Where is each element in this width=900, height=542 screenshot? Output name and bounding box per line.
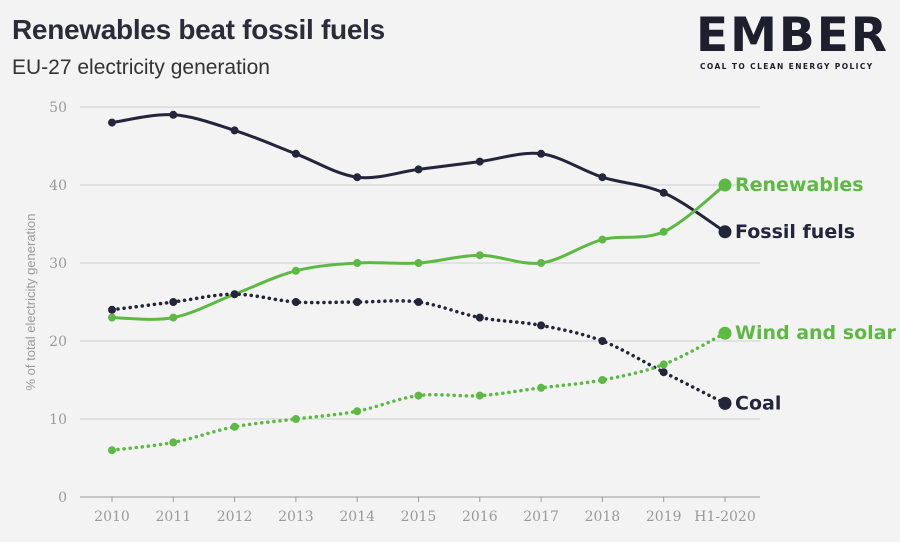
wind-and-solar-point bbox=[230, 422, 239, 431]
x-tick-label: 2014 bbox=[339, 509, 375, 525]
coal-label: Coal bbox=[735, 392, 781, 414]
gridlines bbox=[80, 106, 760, 420]
renewables-point bbox=[291, 266, 300, 275]
fossil-fuels-point bbox=[353, 173, 362, 182]
fossil-fuels-point bbox=[169, 110, 178, 119]
coal-line bbox=[110, 292, 727, 406]
renewables-point bbox=[537, 259, 546, 267]
fossil-fuels-point bbox=[291, 149, 300, 158]
x-tick-label: 2019 bbox=[646, 509, 682, 525]
wind-and-solar-point bbox=[414, 391, 423, 400]
coal-point bbox=[291, 298, 300, 306]
x-tick-label: 2013 bbox=[278, 509, 314, 525]
coal-point bbox=[230, 290, 239, 299]
ember-logo: EMBER COAL TO CLEAN ENERGY POLICY bbox=[696, 8, 889, 72]
renewables-label: Renewables bbox=[735, 174, 864, 196]
wind-and-solar-point bbox=[291, 415, 300, 423]
fossil-fuels-point bbox=[108, 118, 116, 127]
y-tick-label: 30 bbox=[49, 256, 67, 272]
wind-and-solar-point bbox=[537, 383, 546, 392]
x-tick-label: 2018 bbox=[585, 509, 621, 525]
fossil-fuels-point bbox=[598, 173, 607, 182]
y-tick-label: 0 bbox=[58, 490, 67, 506]
wind-and-solar-point bbox=[108, 446, 116, 455]
x-tick-label: 2012 bbox=[217, 509, 253, 525]
series-labels: Fossil fuels Renewables Coal Wind and solar bbox=[735, 174, 896, 414]
coal-point bbox=[659, 368, 668, 377]
fossil-fuels-point bbox=[537, 149, 546, 158]
wind-and-solar-point bbox=[659, 360, 668, 369]
coal-point bbox=[169, 298, 178, 306]
renewables-point bbox=[108, 313, 116, 322]
logo-wordmark: EMBER bbox=[696, 8, 889, 63]
wind-and-solar-point bbox=[353, 407, 362, 416]
x-tick-label: H1-2020 bbox=[694, 509, 755, 525]
fossil-fuels-point bbox=[414, 165, 423, 174]
fossil-fuels-point bbox=[230, 126, 239, 135]
coal-point bbox=[353, 298, 362, 306]
renewables-point bbox=[718, 178, 732, 192]
renewables-point bbox=[659, 227, 668, 236]
chart-subtitle: EU-27 electricity generation bbox=[12, 56, 270, 79]
y-tick-label: 20 bbox=[49, 334, 67, 350]
renewables-point bbox=[475, 251, 484, 260]
x-tick-label: 2016 bbox=[462, 509, 498, 525]
coal-point bbox=[537, 321, 546, 330]
x-tick-label: 2015 bbox=[401, 509, 437, 525]
wind-and-solar-label: Wind and solar bbox=[735, 322, 896, 344]
y-tick-label: 10 bbox=[49, 412, 67, 428]
series-lines bbox=[110, 113, 727, 452]
coal-point bbox=[475, 313, 484, 322]
wind-and-solar-point bbox=[598, 376, 607, 384]
chart-title: Renewables beat fossil fuels bbox=[12, 14, 385, 45]
y-axis-label: % of total electricity generation bbox=[23, 213, 38, 390]
fossil-fuels-point bbox=[718, 225, 732, 239]
coal-point bbox=[108, 305, 116, 314]
fossil-fuels-point bbox=[475, 157, 484, 166]
renewables-point bbox=[414, 259, 423, 267]
wind-and-solar-point bbox=[169, 438, 178, 447]
y-tick-label: 50 bbox=[49, 100, 67, 116]
wind-and-solar-point bbox=[718, 326, 732, 340]
renewables-point bbox=[353, 259, 362, 267]
coal-point bbox=[718, 396, 732, 410]
coal-point bbox=[414, 298, 423, 306]
series-points bbox=[108, 110, 732, 455]
x-tick-label: 2010 bbox=[94, 509, 130, 525]
fossil-fuels-point bbox=[659, 188, 668, 197]
logo-tagline: COAL TO CLEAN ENERGY POLICY bbox=[700, 62, 874, 71]
x-tick-label: 2011 bbox=[155, 509, 191, 525]
wind-and-solar-point bbox=[475, 391, 484, 400]
y-tick-label: 40 bbox=[49, 178, 67, 194]
renewables-point bbox=[598, 235, 607, 244]
axes: 0 10 20 30 40 50 2010 2011 2012 2013 2014 2015 2016 2… bbox=[49, 100, 760, 525]
fossil-fuels-label: Fossil fuels bbox=[735, 221, 855, 243]
x-tick-label: 2017 bbox=[523, 509, 559, 525]
coal-point bbox=[598, 337, 607, 345]
renewables-point bbox=[169, 313, 178, 322]
